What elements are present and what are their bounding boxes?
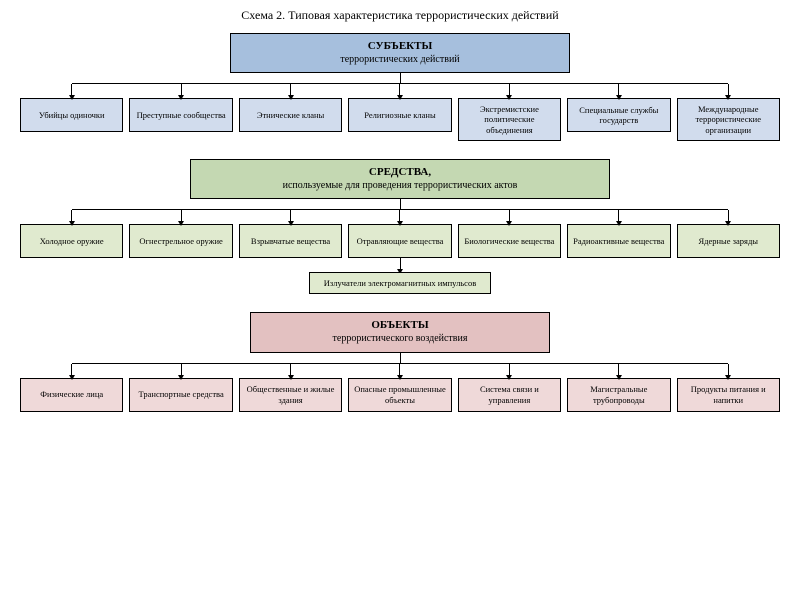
- child-wrap: Ядерные заряды: [677, 224, 780, 258]
- arrow-icon: [288, 375, 294, 380]
- parent-header: ОБЪЕКТЫ: [265, 319, 535, 333]
- child-box: Транспортные средства: [129, 378, 232, 412]
- child-wrap: Религиозные кланы: [348, 98, 451, 141]
- arrow-icon: [506, 375, 512, 380]
- parent-subheader: террористических действий: [245, 54, 555, 67]
- extra-box: Излучатели электромагнитных импульсов: [309, 272, 491, 294]
- section-means: СРЕДСТВА,используемые для проведения тер…: [20, 159, 780, 294]
- arrow-icon: [178, 95, 184, 100]
- children-row: Убийцы одиночкиПреступные сообществаЭтни…: [20, 98, 780, 141]
- child-box: Специальные службы государств: [567, 98, 670, 132]
- child-wrap: Холодное оружие: [20, 224, 123, 258]
- child-box: Биологические вещества: [458, 224, 561, 258]
- child-box: Общественные и жилые здания: [239, 378, 342, 412]
- child-box: Физические лица: [20, 378, 123, 412]
- child-wrap: Огнестрельное оружие: [129, 224, 232, 258]
- parent-subheader: террористического воздействия: [265, 333, 535, 346]
- arrow-icon: [616, 221, 622, 226]
- child-wrap: Радиоактивные вещества: [567, 224, 670, 258]
- child-wrap: Опасные промышленные объекты: [348, 378, 451, 412]
- arrow-icon: [397, 375, 403, 380]
- arrow-icon: [725, 95, 731, 100]
- child-wrap: Отравляющие вещества: [348, 224, 451, 258]
- child-box: Опасные промышленные объекты: [348, 378, 451, 412]
- arrow-icon: [288, 95, 294, 100]
- extra-row: Излучатели электромагнитных импульсов: [20, 272, 780, 294]
- child-box: Религиозные кланы: [348, 98, 451, 132]
- arrow-icon: [178, 375, 184, 380]
- child-wrap: Этнические кланы: [239, 98, 342, 141]
- child-box: Экстремистские политические объединения: [458, 98, 561, 141]
- arrow-icon: [69, 375, 75, 380]
- arrow-icon: [506, 221, 512, 226]
- child-box: Преступные сообщества: [129, 98, 232, 132]
- child-wrap: Международные террористические организац…: [677, 98, 780, 141]
- arrow-icon: [69, 95, 75, 100]
- arrow-icon: [397, 221, 403, 226]
- child-box: Отравляющие вещества: [348, 224, 451, 258]
- connector-stem: [400, 199, 401, 209]
- arrow-icon: [69, 221, 75, 226]
- diagram-title: Схема 2. Типовая характеристика террорис…: [0, 0, 800, 33]
- child-box: Продукты питания и напитки: [677, 378, 780, 412]
- connector-stem: [400, 353, 401, 363]
- connector-stem: [400, 73, 401, 83]
- diagram-body: СУБЪЕКТЫтеррористических действий Убийцы …: [0, 33, 800, 412]
- arrow-icon: [616, 95, 622, 100]
- parent-subheader: используемые для проведения террористиче…: [205, 180, 595, 193]
- child-box: Холодное оружие: [20, 224, 123, 258]
- arrow-icon: [725, 221, 731, 226]
- child-wrap: Физические лица: [20, 378, 123, 412]
- child-box: Этнические кланы: [239, 98, 342, 132]
- child-wrap: Биологические вещества: [458, 224, 561, 258]
- children-row: Физические лицаТранспортные средстваОбще…: [20, 378, 780, 412]
- child-wrap: Взрывчатые вещества: [239, 224, 342, 258]
- child-box: Международные террористические организац…: [677, 98, 780, 141]
- parent-box: СУБЪЕКТЫтеррористических действий: [230, 33, 570, 73]
- child-box: Радиоактивные вещества: [567, 224, 670, 258]
- child-wrap: Транспортные средства: [129, 378, 232, 412]
- arrow-icon: [397, 95, 403, 100]
- parent-box: СРЕДСТВА,используемые для проведения тер…: [190, 159, 610, 199]
- parent-header: СРЕДСТВА,: [205, 166, 595, 180]
- section-subjects: СУБЪЕКТЫтеррористических действий Убийцы …: [20, 33, 780, 141]
- arrow-icon: [725, 375, 731, 380]
- child-box: Магистральные трубопроводы: [567, 378, 670, 412]
- parent-header: СУБЪЕКТЫ: [245, 40, 555, 54]
- child-wrap: Преступные сообщества: [129, 98, 232, 141]
- child-box: Убийцы одиночки: [20, 98, 123, 132]
- child-box: Ядерные заряды: [677, 224, 780, 258]
- child-wrap: Продукты питания и напитки: [677, 378, 780, 412]
- child-wrap: Магистральные трубопроводы: [567, 378, 670, 412]
- arrow-icon: [178, 221, 184, 226]
- child-box: Система связи и управления: [458, 378, 561, 412]
- child-wrap: Система связи и управления: [458, 378, 561, 412]
- parent-box: ОБЪЕКТЫтеррористического воздействия: [250, 312, 550, 352]
- section-objects: ОБЪЕКТЫтеррористического воздействия Физи…: [20, 312, 780, 411]
- child-wrap: Экстремистские политические объединения: [458, 98, 561, 141]
- arrow-icon: [506, 95, 512, 100]
- children-row: Холодное оружиеОгнестрельное оружиеВзрыв…: [20, 224, 780, 258]
- child-wrap: Специальные службы государств: [567, 98, 670, 141]
- child-box: Взрывчатые вещества: [239, 224, 342, 258]
- child-wrap: Убийцы одиночки: [20, 98, 123, 141]
- child-wrap: Излучатели электромагнитных импульсов: [270, 272, 530, 294]
- arrow-icon: [288, 221, 294, 226]
- child-wrap: Общественные и жилые здания: [239, 378, 342, 412]
- arrow-icon: [616, 375, 622, 380]
- child-box: Огнестрельное оружие: [129, 224, 232, 258]
